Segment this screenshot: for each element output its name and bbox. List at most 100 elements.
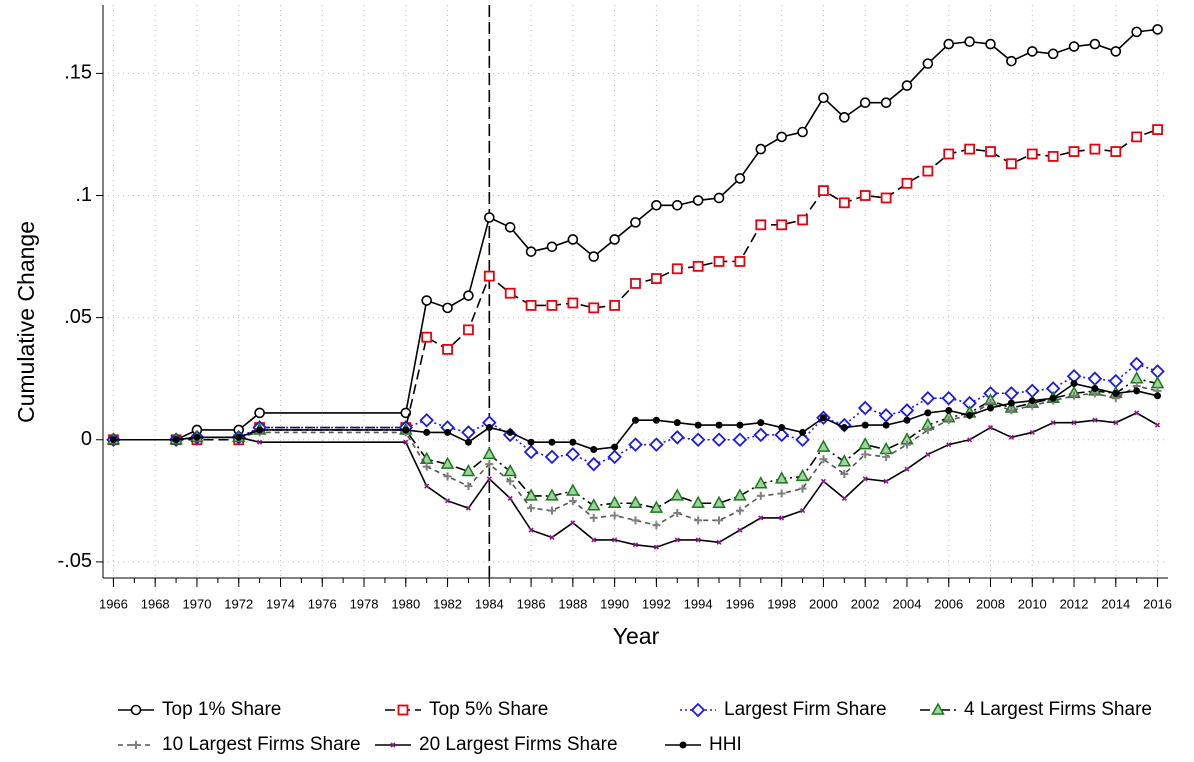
marker <box>735 506 744 515</box>
marker <box>628 437 643 452</box>
marker <box>774 471 789 484</box>
marker <box>609 300 621 311</box>
marker <box>588 302 600 314</box>
marker <box>715 421 723 429</box>
marker <box>673 509 682 518</box>
marker <box>506 477 515 486</box>
marker <box>858 437 872 450</box>
marker <box>1008 434 1014 440</box>
marker <box>695 537 701 543</box>
marker <box>862 476 868 482</box>
marker <box>631 516 640 525</box>
marker <box>235 433 243 441</box>
marker <box>920 390 936 406</box>
marker <box>586 456 602 472</box>
marker <box>485 460 494 469</box>
marker <box>1071 420 1077 426</box>
x-tick-label: 2004 <box>893 596 922 611</box>
marker <box>444 428 452 436</box>
marker <box>1150 364 1165 379</box>
x-tick-label: 1996 <box>725 596 754 611</box>
marker <box>987 404 994 412</box>
marker <box>776 219 788 231</box>
marker <box>463 290 474 301</box>
x-tick-label: 1994 <box>684 596 713 611</box>
marker <box>589 513 598 522</box>
marker <box>777 489 786 498</box>
marker <box>1110 146 1122 157</box>
legend-item: Top 5% Share <box>385 699 548 720</box>
legend-item: 10 Largest Firms Share <box>118 734 361 755</box>
marker <box>799 508 806 514</box>
marker <box>755 219 767 231</box>
marker <box>797 214 808 226</box>
y-tick-label: -.05 <box>58 550 92 572</box>
marker <box>257 439 263 445</box>
y-tick-label: .1 <box>75 184 92 206</box>
marker <box>819 414 827 422</box>
marker <box>776 131 787 143</box>
marker <box>671 199 683 211</box>
marker <box>256 426 264 434</box>
marker <box>504 221 516 233</box>
marker <box>443 472 452 481</box>
marker <box>924 409 932 417</box>
marker <box>880 97 892 108</box>
legend-label: Largest Firm Share <box>724 699 887 720</box>
legend-item: 20 Largest Firms Share <box>375 734 618 755</box>
marker <box>840 424 848 432</box>
marker <box>1029 429 1035 435</box>
marker <box>818 92 829 104</box>
marker <box>859 190 871 201</box>
marker <box>967 437 973 443</box>
marker <box>694 421 702 429</box>
marker <box>630 278 641 289</box>
marker <box>525 246 537 257</box>
marker <box>679 741 687 749</box>
series <box>108 24 1163 446</box>
marker <box>690 702 706 718</box>
marker <box>1091 384 1099 392</box>
marker <box>712 495 726 509</box>
marker <box>109 436 117 444</box>
marker <box>778 424 786 432</box>
marker <box>1068 146 1080 157</box>
marker <box>901 177 913 189</box>
x-tick-label: 1988 <box>558 596 587 611</box>
marker <box>964 36 975 47</box>
marker <box>390 742 396 748</box>
marker <box>925 451 931 457</box>
x-tick-label: 1998 <box>767 596 796 611</box>
marker <box>715 516 724 525</box>
marker <box>732 432 748 448</box>
marker <box>1129 371 1144 384</box>
marker <box>691 495 705 509</box>
marker <box>1026 46 1038 57</box>
marker <box>1133 387 1141 395</box>
marker <box>1047 151 1059 162</box>
marker <box>1152 24 1163 35</box>
marker <box>465 505 472 511</box>
marker <box>840 469 849 478</box>
y-tick-label: .15 <box>64 62 92 84</box>
x-tick-label: 1986 <box>517 596 546 611</box>
x-tick-label: 1978 <box>350 596 379 611</box>
marker <box>1087 371 1103 386</box>
x-tick-label: 2002 <box>851 596 880 611</box>
marker <box>507 495 513 501</box>
marker <box>711 432 727 448</box>
marker <box>483 270 495 282</box>
marker <box>899 403 915 418</box>
marker <box>755 143 767 155</box>
x-axis-label: Year <box>613 623 660 649</box>
marker <box>690 432 706 448</box>
marker <box>816 439 831 452</box>
marker <box>545 488 559 501</box>
x-tick-label: 2016 <box>1143 596 1172 611</box>
marker <box>841 495 847 501</box>
marker <box>694 516 703 525</box>
marker <box>716 539 722 545</box>
x-tick-label: 2000 <box>809 596 838 611</box>
marker <box>757 419 765 427</box>
